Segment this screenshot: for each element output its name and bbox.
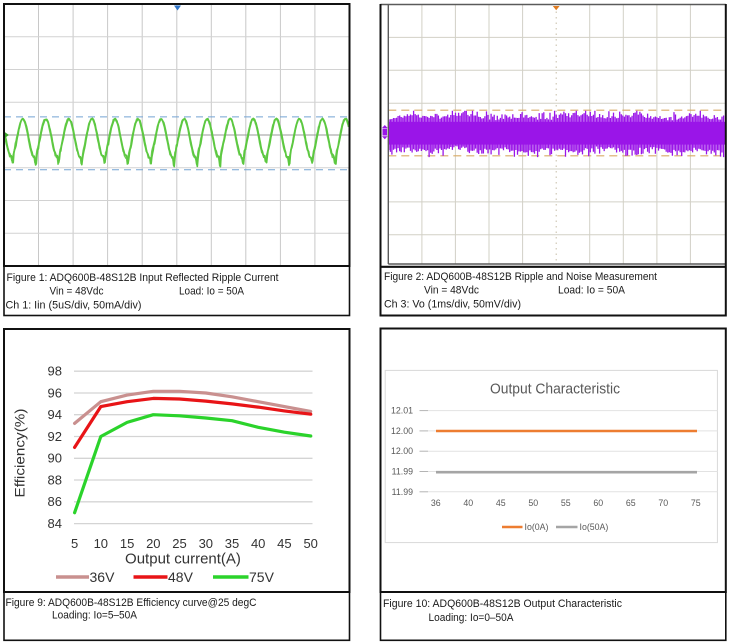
svg-text:48V: 48V: [168, 569, 194, 585]
svg-text:94: 94: [48, 407, 62, 422]
svg-text:75V: 75V: [249, 569, 275, 585]
svg-text:88: 88: [48, 472, 62, 487]
svg-text:12.00: 12.00: [391, 446, 413, 456]
svg-text:36V: 36V: [90, 569, 116, 585]
svg-text:Io(0A): Io(0A): [525, 522, 549, 532]
svg-text:Figure 2: ADQ600B-48S12B Rippl: Figure 2: ADQ600B-48S12B Ripple and Nois…: [384, 271, 657, 283]
svg-text:15: 15: [120, 536, 134, 551]
svg-text:Vin = 48Vdc: Vin = 48Vdc: [424, 285, 479, 297]
svg-text:Loading: Io=5–50A: Loading: Io=5–50A: [52, 610, 138, 622]
svg-text:Output current(A): Output current(A): [125, 551, 241, 568]
svg-text:55: 55: [561, 498, 571, 508]
svg-text:98: 98: [48, 364, 62, 379]
svg-text:75: 75: [691, 498, 701, 508]
svg-text:11.99: 11.99: [392, 487, 413, 497]
svg-text:86: 86: [48, 494, 62, 509]
svg-text:30: 30: [199, 536, 213, 551]
svg-text:50: 50: [528, 498, 538, 508]
svg-text:Efficiency(%): Efficiency(%): [12, 409, 28, 498]
svg-text:12.00: 12.00: [391, 426, 413, 436]
svg-text:Load: Io = 50A: Load: Io = 50A: [179, 286, 245, 298]
svg-text:Figure 1: ADQ600B-48S12B Input: Figure 1: ADQ600B-48S12B Input Reflected…: [7, 272, 279, 284]
svg-text:Output Characteristic: Output Characteristic: [490, 381, 620, 398]
svg-text:Figure 10: ADQ600B-48S12B Outp: Figure 10: ADQ600B-48S12B Output Charact…: [383, 598, 622, 610]
svg-text:Vin = 48Vdc: Vin = 48Vdc: [50, 286, 104, 298]
svg-text:36: 36: [431, 498, 441, 508]
svg-text:12.01: 12.01: [391, 406, 413, 416]
svg-text:Figure 9: ADQ600B-48S12B Effic: Figure 9: ADQ600B-48S12B Efficiency curv…: [6, 597, 257, 609]
svg-text:Load: Io = 50A: Load: Io = 50A: [558, 285, 626, 297]
svg-text:84: 84: [48, 516, 62, 531]
svg-text:40: 40: [251, 536, 265, 551]
svg-text:50: 50: [303, 536, 317, 551]
svg-text:Loading: Io=0–50A: Loading: Io=0–50A: [429, 612, 515, 624]
svg-text:90: 90: [48, 451, 62, 466]
svg-text:5: 5: [71, 536, 78, 551]
svg-text:40: 40: [463, 498, 473, 508]
svg-text:20: 20: [146, 536, 160, 551]
svg-text:60: 60: [593, 498, 603, 508]
svg-text:45: 45: [496, 498, 506, 508]
svg-text:Ch 3: Vo (1ms/div, 50mV/div): Ch 3: Vo (1ms/div, 50mV/div): [384, 299, 521, 311]
svg-text:65: 65: [626, 498, 636, 508]
svg-text:35: 35: [225, 536, 239, 551]
svg-text:25: 25: [172, 536, 186, 551]
svg-text:96: 96: [48, 385, 62, 400]
svg-text:45: 45: [277, 536, 291, 551]
svg-text:Ch 1: Iin (5uS/div, 50mA/div): Ch 1: Iin (5uS/div, 50mA/div): [6, 300, 142, 312]
svg-text:10: 10: [94, 536, 108, 551]
svg-text:70: 70: [658, 498, 668, 508]
svg-text:92: 92: [48, 429, 62, 444]
svg-text:Io(50A): Io(50A): [580, 522, 609, 532]
svg-text:11.99: 11.99: [392, 467, 413, 477]
